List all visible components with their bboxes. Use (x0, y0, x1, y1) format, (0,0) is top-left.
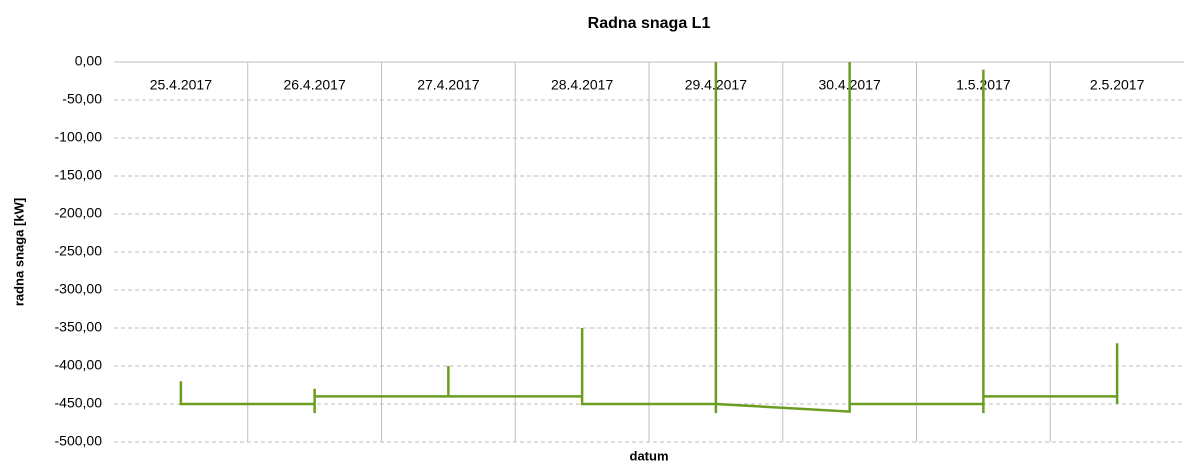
y-tick-label: -500,00 (55, 433, 103, 449)
y-tick-label: -400,00 (55, 357, 103, 373)
x-tick-label: 2.5.2017 (1090, 77, 1145, 93)
x-tick-label: 27.4.2017 (417, 77, 479, 93)
x-axis-title: datum (630, 448, 669, 463)
x-tick-label: 26.4.2017 (283, 77, 345, 93)
y-tick-label: -150,00 (55, 167, 103, 183)
y-tick-label: -200,00 (55, 205, 103, 221)
y-tick-label: -350,00 (55, 319, 103, 335)
y-tick-label: 0,00 (75, 53, 102, 69)
y-tick-label: -450,00 (55, 395, 103, 411)
x-tick-label: 28.4.2017 (551, 77, 613, 93)
y-axis-title: radna snaga [kW] (11, 198, 26, 306)
y-tick-label: -100,00 (55, 129, 103, 145)
data-line (179, 62, 1119, 414)
y-tick-label: -300,00 (55, 281, 103, 297)
y-tick-label: -50,00 (62, 91, 102, 107)
x-tick-label: 25.4.2017 (150, 77, 212, 93)
y-tick-label: -250,00 (55, 243, 103, 259)
chart-title: Radna snaga L1 (588, 15, 711, 32)
